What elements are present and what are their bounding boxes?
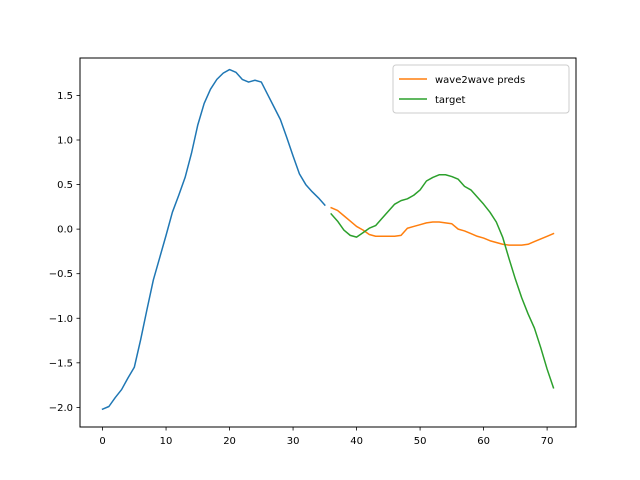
x-tick-label: 0: [99, 436, 105, 447]
y-axis: −2.0 −1.5 −1.0 −0.5 0.0 0.5 1.0 1.5: [49, 91, 80, 414]
y-tick-label: 1.5: [57, 91, 73, 102]
x-tick-label: 10: [160, 436, 173, 447]
y-tick-label: 0.0: [57, 225, 73, 236]
y-tick-label: 1.0: [57, 136, 73, 147]
x-tick-label: 40: [350, 436, 363, 447]
y-tick-label: −2.0: [49, 403, 73, 414]
plot-frame: [79, 57, 577, 428]
x-axis: 0 10 20 30 40 50 60 70: [99, 427, 553, 447]
y-tick-label: 0.5: [57, 180, 73, 191]
y-tick-label: −0.5: [49, 269, 73, 280]
series-lines: [101, 68, 555, 411]
legend-box: [392, 64, 570, 114]
legend-label: target: [435, 95, 465, 106]
y-tick-label: −1.0: [49, 314, 73, 325]
legend: wave2wave preds target: [392, 64, 570, 114]
series-line-target: [330, 174, 555, 389]
x-tick-label: 50: [414, 436, 427, 447]
series-line-wave2wave-preds: [330, 206, 555, 246]
series-line-input: [101, 68, 326, 411]
x-tick-label: 30: [287, 436, 300, 447]
legend-label: wave2wave preds: [435, 75, 525, 86]
y-tick-label: −1.5: [49, 358, 73, 369]
x-tick-label: 20: [223, 436, 236, 447]
x-tick-label: 60: [477, 436, 490, 447]
x-tick-label: 70: [541, 436, 554, 447]
